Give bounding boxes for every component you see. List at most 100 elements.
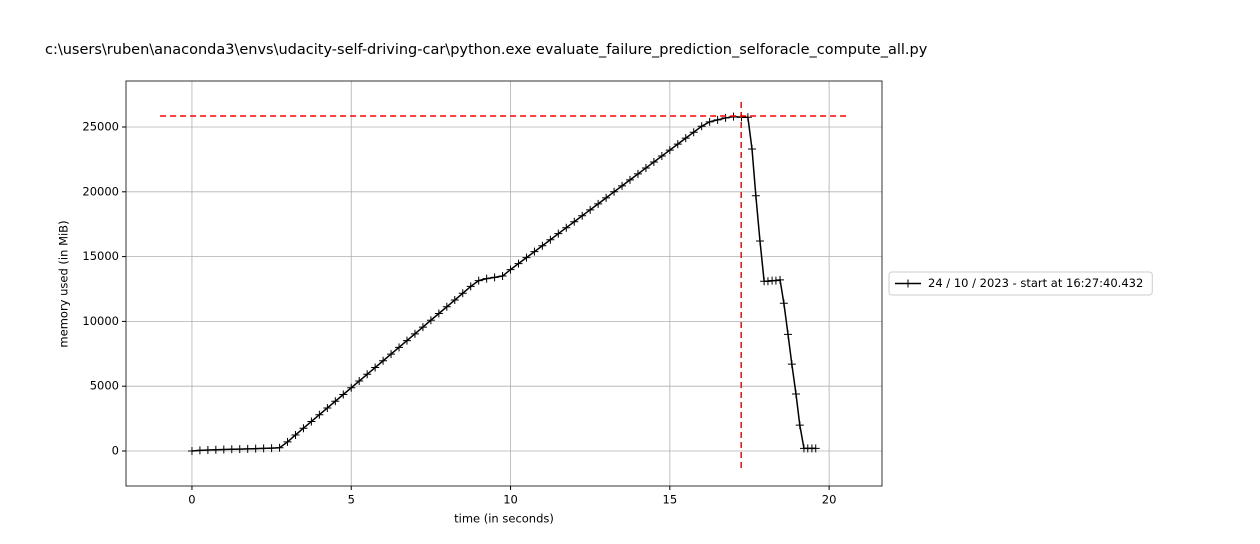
data-point <box>187 447 196 456</box>
data-point <box>219 445 228 454</box>
data-point <box>602 193 611 202</box>
data-point <box>787 360 796 369</box>
data-point <box>466 282 475 291</box>
data-point <box>498 272 507 281</box>
data-point <box>610 187 619 196</box>
data-line <box>191 115 816 452</box>
data-point <box>474 276 483 285</box>
data-point <box>697 122 706 131</box>
data-point <box>259 444 268 453</box>
data-point <box>546 235 555 244</box>
data-point <box>482 274 491 283</box>
data-point <box>442 302 451 311</box>
data-point <box>243 444 252 453</box>
data-point <box>211 445 220 454</box>
data-point <box>751 191 760 200</box>
data-point <box>771 276 780 285</box>
data-point <box>402 336 411 345</box>
plot-frame <box>125 80 883 487</box>
y-axis-label: memory used (in MiB) <box>57 220 71 347</box>
data-point <box>681 134 690 143</box>
data-point <box>689 128 698 137</box>
x-tick-label: 10 <box>503 493 518 507</box>
data-point <box>554 229 563 238</box>
data-point <box>410 329 419 338</box>
data-point <box>283 437 292 446</box>
data-point <box>331 397 340 406</box>
data-point <box>570 217 579 226</box>
data-point <box>705 117 714 126</box>
data-point <box>776 275 785 284</box>
data-point <box>626 175 634 184</box>
data-point <box>450 296 459 305</box>
data-point <box>795 421 804 430</box>
data-point <box>355 377 364 386</box>
data-point <box>811 444 820 453</box>
data-point <box>339 390 348 399</box>
data-point <box>203 445 212 454</box>
data-point <box>307 417 316 426</box>
x-axis-label: time (in seconds) <box>454 512 554 526</box>
data-point <box>743 113 752 122</box>
y-tick-label: 10000 <box>82 314 119 328</box>
data-point <box>748 145 757 154</box>
data-point <box>755 237 764 246</box>
data-point <box>673 140 682 149</box>
y-tick-label: 5000 <box>90 379 119 393</box>
chart-title: c:\users\ruben\anaconda3\envs\udacity-se… <box>45 42 928 58</box>
data-point <box>713 115 722 124</box>
data-point <box>395 343 404 352</box>
x-tick-label: 0 <box>188 493 195 507</box>
legend <box>888 271 1153 296</box>
x-tick-label: 15 <box>663 493 678 507</box>
data-point <box>267 444 276 453</box>
data-point <box>594 199 603 208</box>
legend-label: 24 / 10 / 2023 - start at 16:27:40.432 <box>928 276 1143 290</box>
data-point <box>227 445 236 454</box>
data-point <box>530 247 539 256</box>
data-point <box>275 443 284 452</box>
data-point <box>641 163 650 172</box>
x-tick-label: 5 <box>348 493 355 507</box>
data-point <box>618 181 627 190</box>
data-point <box>586 205 595 214</box>
data-point <box>291 430 300 439</box>
data-point <box>434 309 443 318</box>
data-point <box>235 445 244 454</box>
data-point <box>323 403 332 412</box>
data-point <box>578 211 587 220</box>
data-point <box>195 446 204 455</box>
data-point <box>379 356 388 365</box>
data-point <box>363 370 372 379</box>
data-point <box>315 410 324 419</box>
data-point <box>418 323 427 332</box>
legend-marker <box>904 279 912 288</box>
data-point <box>538 241 547 250</box>
data-point <box>299 424 308 433</box>
y-tick-label: 15000 <box>82 249 119 263</box>
data-point <box>562 223 571 232</box>
data-point <box>633 169 642 178</box>
x-tick-label: 20 <box>822 493 837 507</box>
data-point <box>458 289 467 298</box>
data-point <box>763 277 772 286</box>
data-point <box>490 273 499 282</box>
data-point <box>665 146 674 155</box>
data-point <box>371 363 380 372</box>
data-point <box>791 389 800 398</box>
data-point <box>387 350 396 359</box>
data-point <box>522 253 531 262</box>
data-point <box>649 158 658 166</box>
y-tick-label: 0 <box>112 444 119 458</box>
data-point <box>506 265 515 274</box>
data-point <box>514 259 523 268</box>
data-point <box>347 383 356 392</box>
y-tick-label: 20000 <box>82 184 119 198</box>
data-point <box>779 299 788 308</box>
data-point <box>657 152 666 161</box>
data-point <box>426 316 435 325</box>
data-point <box>251 444 260 453</box>
y-tick-label: 25000 <box>82 120 119 134</box>
data-point <box>784 330 793 339</box>
